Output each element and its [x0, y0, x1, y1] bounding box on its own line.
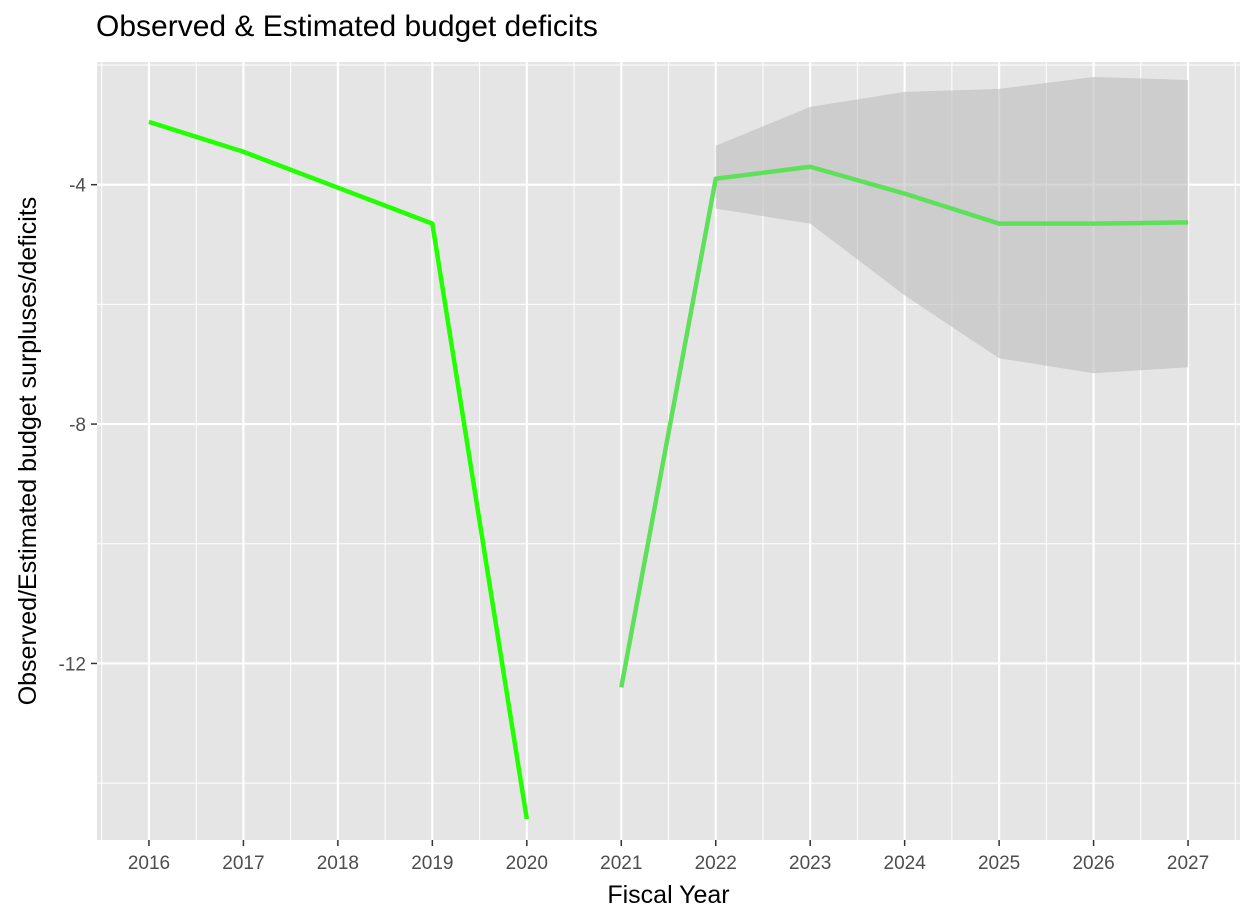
x-tick-label: 2016 [128, 853, 170, 874]
x-tick-label: 2020 [506, 853, 548, 874]
x-tick-label: 2018 [317, 853, 359, 874]
chart-title: Observed & Estimated budget deficits [96, 10, 598, 43]
y-axis-title: Observed/Estimated budget surpluses/defi… [14, 197, 42, 706]
x-axis-title: Fiscal Year [607, 881, 729, 909]
x-tick-label: 2021 [600, 853, 642, 874]
y-axis: -12 -8 -4 [59, 176, 97, 675]
x-tick-label: 2024 [884, 853, 927, 874]
x-tick-label: 2026 [1072, 853, 1114, 874]
x-tick-label: 2017 [222, 853, 264, 874]
confidence-band-layer [715, 76, 1189, 374]
x-tick-label: 2019 [411, 853, 453, 874]
x-axis: 2016 2017 2018 2019 2020 2021 2022 2023 2024 2025… [128, 840, 1209, 874]
x-tick-label: 2022 [695, 853, 737, 874]
y-tick-label: -4 [69, 176, 86, 197]
confidence-band [715, 76, 1189, 374]
y-tick-label: -12 [59, 654, 86, 675]
x-tick-label: 2025 [978, 853, 1020, 874]
x-tick-label: 2023 [789, 853, 831, 874]
series-lines [148, 119, 1189, 820]
y-tick-label: -8 [69, 415, 86, 436]
x-tick-label: 2027 [1167, 853, 1209, 874]
